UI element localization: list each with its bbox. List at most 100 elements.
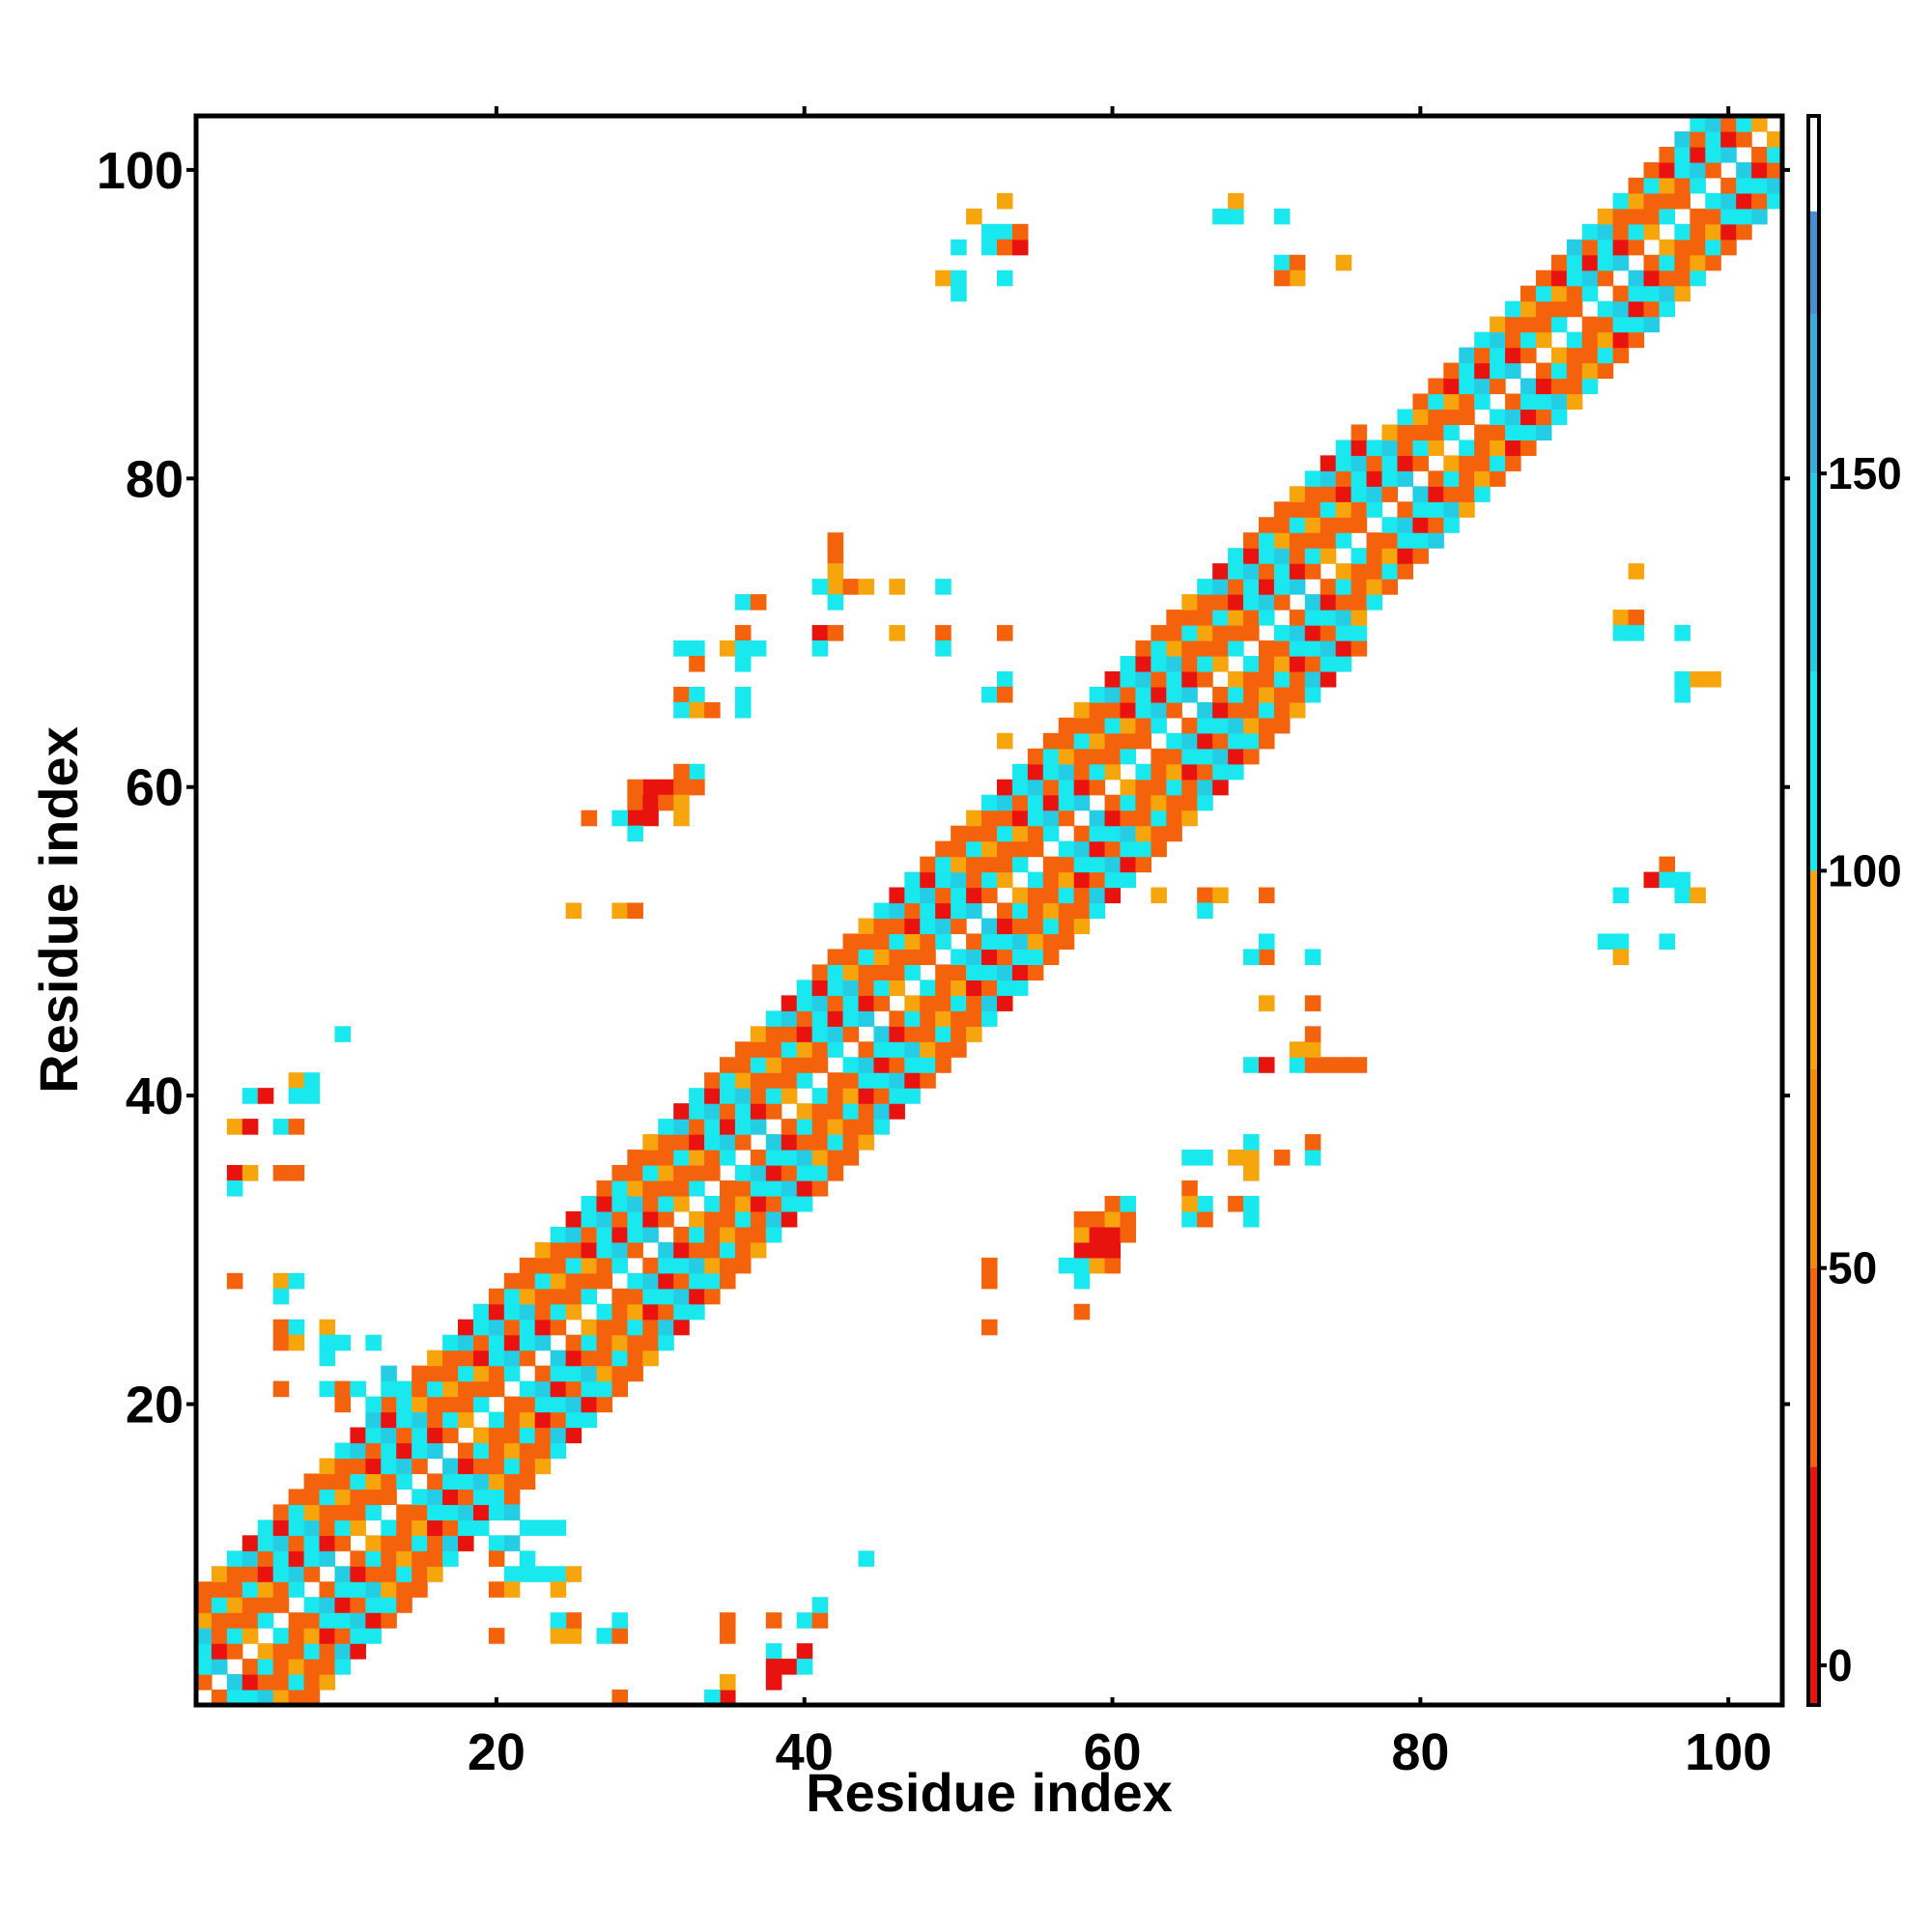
- heatmap-cell: [1151, 655, 1167, 672]
- heatmap-cell: [1459, 470, 1475, 487]
- heatmap-cell: [350, 1458, 366, 1475]
- heatmap-cell: [1212, 208, 1229, 225]
- heatmap-cell: [1273, 670, 1291, 688]
- heatmap-cell: [734, 1103, 752, 1120]
- heatmap-cell: [1212, 610, 1229, 626]
- heatmap-cell: [257, 1690, 274, 1706]
- heatmap-cell: [1011, 933, 1029, 951]
- heatmap-cell: [1443, 455, 1460, 471]
- heatmap-cell: [1505, 347, 1521, 364]
- heatmap-cell: [1350, 517, 1368, 533]
- heatmap-cell: [1505, 362, 1521, 380]
- heatmap-cell: [1058, 763, 1075, 781]
- heatmap-cell: [1027, 902, 1044, 920]
- heatmap-cell: [750, 1226, 767, 1243]
- heatmap-cell: [1289, 486, 1306, 502]
- heatmap-cell: [673, 1134, 690, 1151]
- heatmap-cell: [1581, 239, 1599, 256]
- heatmap-cell: [381, 1473, 397, 1491]
- heatmap-cell: [689, 779, 705, 796]
- heatmap-cell: [288, 1489, 305, 1505]
- heatmap-cell: [1089, 871, 1106, 889]
- heatmap-cell: [966, 933, 982, 951]
- heatmap-cell: [889, 902, 905, 920]
- heatmap-cell: [611, 902, 628, 920]
- heatmap-cell: [889, 887, 905, 904]
- heatmap-cell: [1535, 300, 1552, 318]
- heatmap-cell: [658, 1319, 674, 1336]
- heatmap-cell: [1412, 455, 1429, 471]
- heatmap-cell: [935, 840, 952, 858]
- heatmap-cell: [458, 1473, 474, 1491]
- heatmap-cell: [1258, 517, 1275, 533]
- heatmap-cell: [951, 825, 967, 842]
- heatmap-cell: [1751, 161, 1768, 179]
- heatmap-cell: [365, 1581, 382, 1598]
- heatmap-cell: [503, 1581, 521, 1598]
- heatmap-cell: [611, 1179, 628, 1197]
- heatmap-cell: [904, 964, 921, 980]
- heatmap-cell: [1181, 655, 1198, 672]
- heatmap-cell: [1535, 331, 1552, 349]
- heatmap-cell: [334, 1334, 352, 1351]
- heatmap-cell: [1228, 594, 1244, 611]
- heatmap-cell: [1304, 470, 1321, 487]
- heatmap-cell: [1628, 625, 1645, 641]
- heatmap-cell: [689, 763, 705, 781]
- heatmap-cell: [1243, 1210, 1260, 1228]
- heatmap-cell: [1228, 548, 1244, 564]
- heatmap-cell: [627, 902, 643, 920]
- heatmap-cell: [503, 1442, 521, 1460]
- heatmap-cell: [1767, 146, 1783, 163]
- heatmap-cell: [1073, 856, 1091, 873]
- heatmap-cell: [765, 1612, 782, 1629]
- heatmap-cell: [242, 1535, 259, 1551]
- heatmap-cell: [503, 1396, 521, 1413]
- x-tick-label: 20: [468, 1723, 526, 1781]
- heatmap-cell: [1705, 116, 1721, 132]
- heatmap-cell: [1058, 918, 1075, 935]
- heatmap-cell: [288, 1612, 305, 1629]
- heatmap-cell: [319, 1628, 336, 1644]
- heatmap-cell: [534, 1458, 552, 1475]
- heatmap-cell: [396, 1396, 412, 1413]
- heatmap-cell: [565, 1272, 582, 1290]
- heatmap-cell: [1120, 717, 1137, 734]
- heatmap-cell: [951, 964, 967, 980]
- heatmap-cell: [427, 1442, 443, 1460]
- heatmap-cell: [1027, 918, 1044, 935]
- heatmap-cell: [442, 1396, 459, 1413]
- heatmap-cell: [272, 1566, 290, 1582]
- heatmap-cell: [1566, 270, 1583, 287]
- heatmap-cell: [1335, 563, 1352, 580]
- heatmap-cell: [1120, 701, 1137, 719]
- heatmap-cell: [1258, 655, 1275, 672]
- heatmap-cell: [873, 1088, 890, 1104]
- heatmap-cell: [796, 980, 813, 996]
- heatmap-cell: [627, 1272, 643, 1290]
- heatmap-cell: [1643, 871, 1661, 889]
- heatmap-cell: [596, 1241, 613, 1259]
- heatmap-cell: [1628, 177, 1645, 194]
- heatmap-cell: [1443, 517, 1460, 533]
- heatmap-cell: [1597, 316, 1614, 333]
- heatmap-cell: [288, 1550, 305, 1567]
- heatmap-cell: [1027, 933, 1044, 951]
- heatmap-cell: [488, 1427, 505, 1444]
- heatmap-cell: [1674, 270, 1690, 287]
- heatmap-cell: [704, 1072, 721, 1089]
- heatmap-cell: [1412, 517, 1429, 533]
- heatmap-cell: [611, 1195, 628, 1212]
- heatmap-cell: [350, 1489, 366, 1505]
- y-tick-label: 100: [97, 142, 184, 200]
- heatmap-cell: [1166, 732, 1182, 750]
- heatmap-cell: [581, 1272, 598, 1290]
- heatmap-cell: [1258, 933, 1275, 951]
- heatmap-cell: [519, 1442, 536, 1460]
- heatmap-cell: [981, 794, 998, 811]
- heatmap-cell: [1581, 270, 1599, 287]
- heatmap-cell: [534, 1566, 552, 1582]
- heatmap-cell: [381, 1411, 397, 1429]
- heatmap-cell: [1304, 501, 1321, 518]
- heatmap-cell: [458, 1334, 474, 1351]
